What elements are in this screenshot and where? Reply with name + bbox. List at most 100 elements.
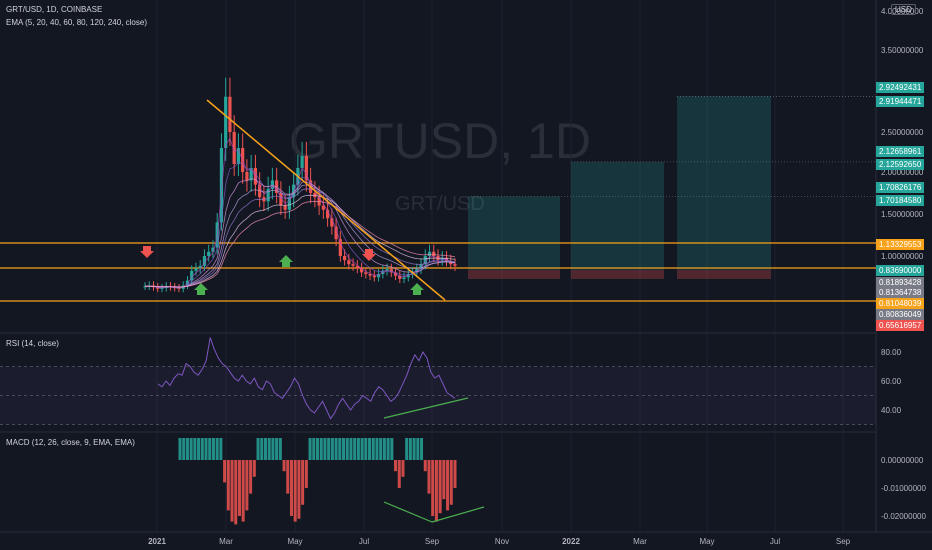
candle-body — [398, 275, 402, 279]
watermark-symbol: GRTUSD, 1D — [289, 113, 591, 169]
macd-histogram-bar — [193, 438, 197, 460]
macd-histogram-bar — [390, 438, 394, 460]
macd-histogram-bar — [256, 438, 260, 460]
macd-histogram-bar — [189, 438, 193, 460]
candle-body — [304, 156, 308, 181]
macd-histogram-bar — [200, 438, 204, 460]
ema-line — [144, 137, 456, 289]
signal-arrows — [140, 246, 424, 295]
target-profit-zone — [571, 161, 664, 270]
macd-histogram-bar — [312, 438, 316, 460]
macd-histogram-bar — [223, 460, 227, 483]
descending-trendline[interactable] — [206, 99, 446, 301]
time-axis-label: 2022 — [562, 537, 580, 546]
macd-histogram-bar — [423, 460, 427, 472]
candle-body — [194, 268, 198, 271]
macd-histogram-bar — [412, 438, 416, 460]
macd-histogram-bar — [453, 460, 457, 488]
candle-body — [279, 193, 283, 206]
time-axis-label: Sep — [425, 537, 440, 546]
candle-body — [376, 274, 381, 278]
rsi-divergence-line — [383, 397, 469, 419]
price-axis-label: 2.50000000 — [881, 128, 924, 137]
price-tag: 0.81364738 — [876, 287, 924, 298]
rsi-legend[interactable]: RSI (14, close) — [6, 339, 59, 348]
candle-body — [202, 256, 207, 266]
time-axis-label: Mar — [219, 537, 233, 546]
macd-histogram-bar — [356, 438, 360, 460]
price-tag: 1.13329553 — [876, 239, 924, 250]
time-axis-label: Sep — [836, 537, 851, 546]
target-zones — [468, 96, 876, 279]
candle-body — [359, 268, 364, 273]
candle-body — [160, 287, 164, 289]
target-stop-zone — [571, 269, 664, 279]
macd-histogram-bar — [185, 438, 189, 460]
candle-body — [287, 197, 291, 210]
candle-body — [372, 275, 376, 278]
macd-histogram-bar — [416, 438, 420, 460]
macd-histogram-bar — [226, 460, 230, 511]
time-axis[interactable]: 2021 Mar May Jul Sep Nov 2022 Mar May Jul Sep — [148, 537, 851, 546]
price-tag: 2.12592650 — [876, 159, 924, 170]
macd-histogram-bar — [401, 460, 405, 477]
candle-body — [326, 209, 330, 219]
macd-histogram-bar — [208, 438, 212, 460]
macd-histogram-bar — [211, 438, 215, 460]
arrow-up-icon — [410, 283, 424, 295]
time-axis-label: Jul — [770, 537, 780, 546]
macd-histogram-bar — [301, 460, 305, 505]
candle-body — [415, 269, 419, 273]
time-axis-label: Mar — [633, 537, 647, 546]
time-axis-label: Jul — [359, 537, 369, 546]
symbol-legend[interactable]: GRT/USD, 1D, COINBASE — [6, 5, 103, 14]
arrow-up-icon — [279, 255, 293, 267]
macd-histogram-bar — [408, 438, 412, 460]
watermark-pair: GRT/USD — [395, 193, 485, 215]
horizontal-levels[interactable] — [0, 242, 876, 302]
price-axis-label: 1.50000000 — [881, 210, 924, 219]
candle-body — [368, 274, 372, 276]
price-tag: 0.83690000 — [876, 265, 924, 276]
macd-axis-label: 0.00000000 — [881, 456, 924, 465]
currency-badge[interactable]: USD — [891, 4, 916, 15]
macd-legend[interactable]: MACD (12, 26, close, 9, EMA, EMA) — [6, 438, 135, 447]
macd-histogram-bar — [219, 438, 223, 460]
candle-body — [283, 205, 287, 210]
target-profit-zone — [468, 196, 560, 270]
price-tag: 0.80836049 — [876, 309, 924, 320]
macd-histogram-bar — [204, 438, 208, 460]
macd-histogram-bar — [323, 438, 327, 460]
ema-line — [144, 178, 456, 288]
rsi-axis[interactable]: 80.00 60.00 40.00 — [881, 348, 902, 415]
rsi-line — [157, 337, 456, 420]
candle-body — [432, 251, 436, 256]
macd-histogram-bar — [364, 438, 368, 460]
macd-histogram-bar — [382, 438, 386, 460]
price-candles — [143, 77, 457, 293]
candle-body — [224, 96, 228, 148]
macd-histogram-bar — [282, 460, 286, 472]
macd-histogram-bar — [267, 438, 271, 460]
rsi-axis-label: 80.00 — [881, 348, 902, 357]
macd-histogram-bar — [271, 438, 275, 460]
ema-legend[interactable]: EMA (5, 20, 40, 60, 80, 120, 240, close) — [6, 18, 147, 27]
ema-line — [145, 188, 456, 288]
candle-body — [321, 205, 325, 210]
macd-histogram-bar — [308, 438, 312, 460]
macd-divergence-line — [431, 506, 485, 523]
candle-body — [355, 265, 359, 269]
macd-histogram-bar — [345, 438, 349, 460]
macd-histogram-bar — [237, 460, 241, 516]
macd-histogram-bar — [327, 438, 331, 460]
target-stop-zone — [468, 269, 560, 279]
macd-histogram-bar — [215, 438, 219, 460]
macd-histogram-bar — [449, 460, 453, 505]
price-tag: 1.70826176 — [876, 182, 924, 193]
candle-body — [198, 265, 202, 269]
macd-histogram-bar — [338, 438, 342, 460]
price-axis[interactable]: 4.000000003.500000003.000000002.50000000… — [881, 7, 924, 261]
macd-histogram-bar — [241, 460, 245, 522]
macd-axis[interactable]: 0.00000000 -0.01000000 -0.02000000 — [881, 456, 926, 521]
